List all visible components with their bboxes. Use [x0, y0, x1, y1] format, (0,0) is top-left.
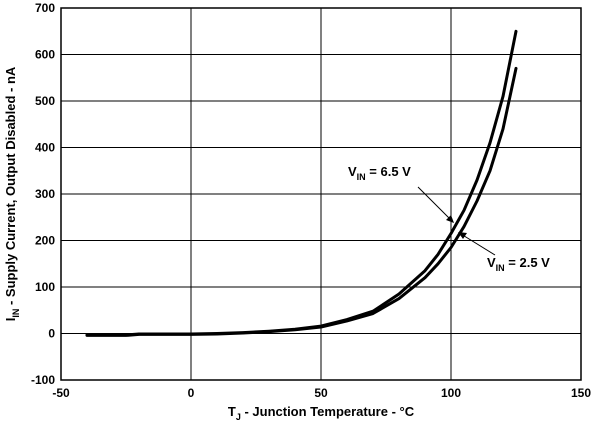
- annotation-arrowhead-vin-6-5: [446, 215, 454, 223]
- annotation-label-vin-6-5: VIN = 6.5 V: [348, 164, 411, 182]
- annotation-vin-2-5: VIN = 2.5 V: [458, 232, 550, 273]
- y-tick-label: 700: [35, 1, 55, 15]
- y-tick-label: 600: [35, 48, 55, 62]
- annotation-arrow-vin-6-5: [417, 186, 453, 222]
- x-tick-label: 100: [441, 386, 461, 400]
- y-tick-label: -100: [31, 373, 55, 387]
- y-tick-label: 100: [35, 280, 55, 294]
- series-line-vin-6-5: [85, 29, 518, 337]
- grid: [60, 7, 582, 381]
- y-tick-label: 200: [35, 234, 55, 248]
- annotation-arrowhead-vin-2-5: [458, 232, 467, 239]
- y-tick-label: 500: [35, 94, 55, 108]
- annotation-label-vin-2-5: VIN = 2.5 V: [487, 255, 550, 273]
- y-axis-title: IIN - Supply Current, Output Disabled - …: [3, 66, 21, 321]
- annotation-vin-6-5: VIN = 6.5 V: [348, 164, 454, 223]
- annotation-arrow-vin-2-5: [460, 233, 496, 256]
- x-tick-label: 150: [571, 386, 591, 400]
- x-tick-label: 0: [188, 386, 195, 400]
- y-tick-label: 300: [35, 187, 55, 201]
- y-tick-label: 0: [48, 327, 55, 341]
- x-tick-label: -50: [52, 386, 70, 400]
- series-line-vin-2-5: [85, 66, 518, 337]
- plot-frame: [60, 7, 582, 381]
- tick-labels: -50 0 50 100 150 -100 0 100 200 300 400 500 600 700: [31, 1, 591, 400]
- x-axis-title: TJ - Junction Temperature - °C: [228, 404, 415, 422]
- series-group: [85, 29, 518, 337]
- y-tick-label: 400: [35, 141, 55, 155]
- x-tick-label: 50: [314, 386, 328, 400]
